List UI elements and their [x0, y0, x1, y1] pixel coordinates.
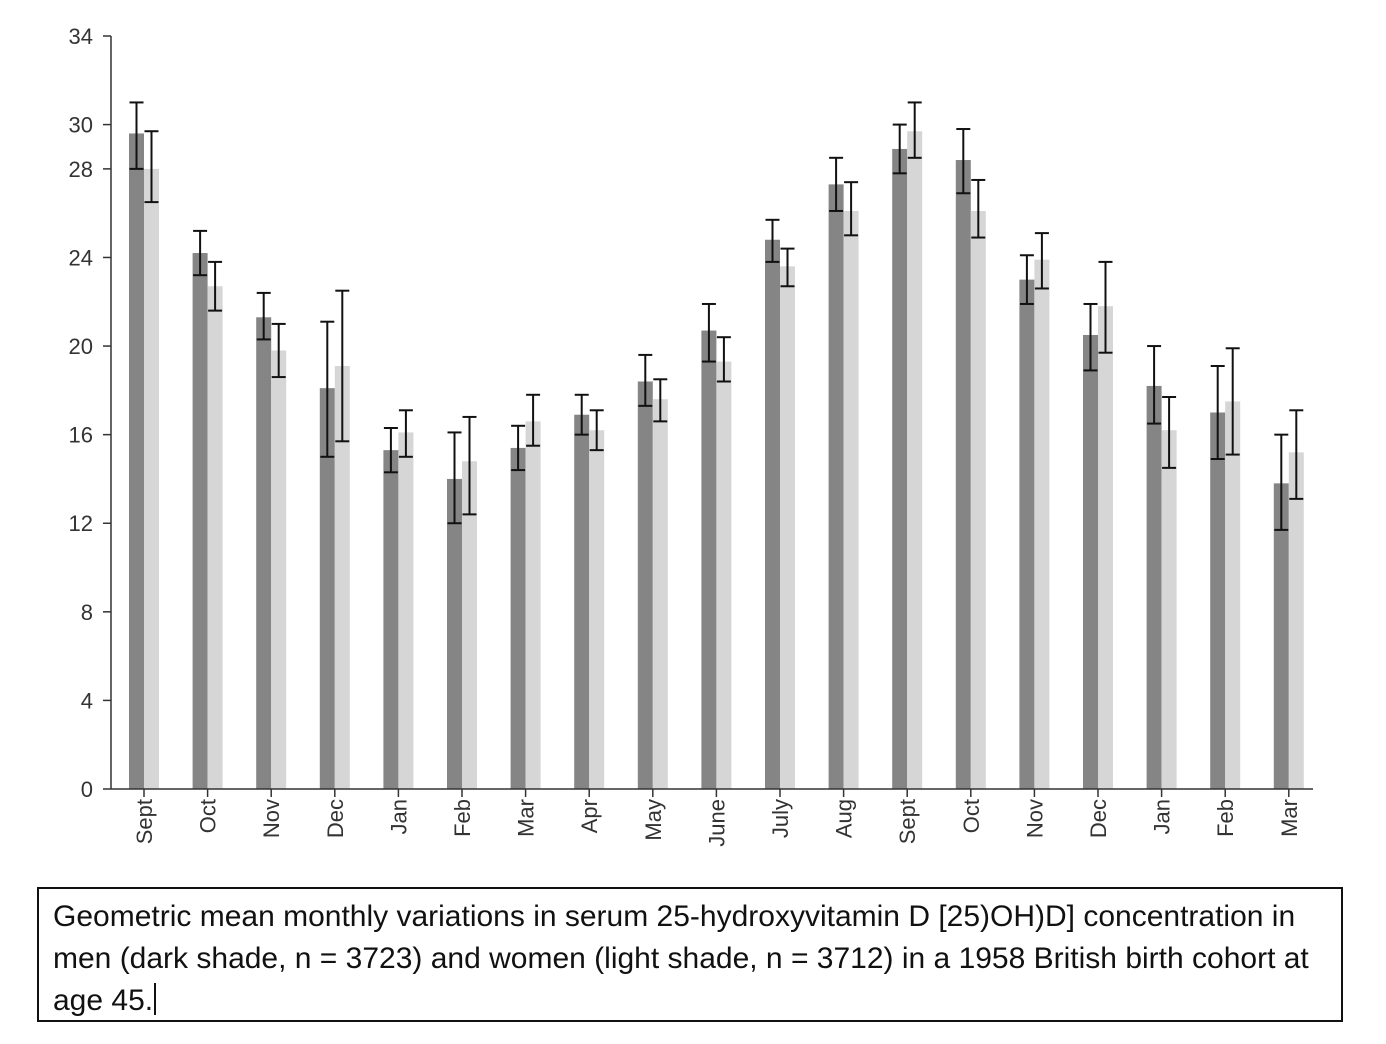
bar-series2-16 [1098, 306, 1113, 789]
x-tick-label: Aug [832, 799, 857, 838]
y-tick-label: 30 [69, 113, 93, 138]
x-tick-label: Apr [577, 799, 602, 833]
bar-series1-6 [447, 478, 462, 789]
bar-series2-4 [334, 365, 350, 789]
bar-series2-9 [652, 399, 668, 789]
y-tick-label: 16 [69, 423, 93, 448]
bar-series1-11 [765, 239, 780, 790]
bar-series1-2 [192, 253, 208, 789]
bar-series2-13 [907, 131, 923, 789]
x-tick-label: Dec [323, 799, 348, 838]
bar-series2-17 [1161, 430, 1177, 789]
x-tick-label: Nov [259, 799, 284, 838]
bar-series2-12 [843, 210, 859, 789]
y-tick-label: 12 [69, 511, 93, 536]
x-tick-label: Sept [895, 799, 920, 844]
x-tick-label: Oct [196, 799, 221, 833]
bar-series1-9 [637, 381, 653, 789]
bar-series1-3 [256, 317, 272, 789]
y-tick-label: 20 [69, 334, 93, 359]
bar-series1-1 [129, 133, 144, 790]
bar-series1-12 [828, 184, 844, 789]
bar-series2-7 [525, 421, 541, 789]
bar-series2-19 [1288, 452, 1304, 789]
bar-series2-1 [144, 168, 159, 790]
y-tick-label: 28 [69, 157, 93, 182]
bar-series2-6 [462, 461, 477, 789]
y-tick-label: 4 [81, 688, 93, 713]
bar-series1-19 [1273, 483, 1289, 789]
bar-series2-5 [398, 432, 414, 789]
bar-series1-7 [510, 447, 526, 789]
x-tick-label: July [768, 799, 793, 838]
bar-series1-15 [1019, 279, 1035, 789]
bar-series2-10 [716, 361, 732, 789]
bar-series1-8 [574, 414, 590, 789]
bar-series1-16 [1083, 334, 1098, 789]
bar-series1-10 [701, 330, 717, 789]
x-tick-label: Mar [514, 799, 539, 837]
bar-series1-4 [319, 388, 335, 789]
y-tick-label: 8 [81, 600, 93, 625]
bar-series1-18 [1210, 412, 1226, 789]
x-tick-label: Feb [1213, 799, 1238, 837]
y-tick-label: 34 [69, 24, 93, 49]
bar-series2-14 [970, 210, 986, 789]
axes [110, 36, 1313, 790]
bar-series2-3 [271, 350, 287, 789]
x-tick-label: Jan [386, 799, 411, 834]
figure-caption: Geometric mean monthly variations in ser… [37, 887, 1343, 1022]
caption-text: Geometric mean monthly variations in ser… [53, 900, 1309, 1017]
bars [129, 131, 1304, 790]
x-tick-label: Jan [1150, 799, 1175, 834]
x-axis-ticks: Sept Oct Nov Dec Jan Feb Mar Apr May June July Aug S… [132, 789, 1302, 847]
bar-series1-13 [892, 148, 908, 789]
bar-series2-18 [1225, 401, 1241, 789]
bar-series2-8 [589, 430, 605, 789]
bar-series2-15 [1034, 259, 1050, 789]
x-tick-label: June [704, 799, 729, 847]
bar-series2-11 [780, 266, 795, 789]
x-tick-label: Feb [450, 799, 475, 837]
y-tick-label: 0 [81, 777, 93, 802]
x-tick-label: Mar [1277, 799, 1302, 837]
bar-series1-14 [955, 160, 971, 789]
text-cursor [154, 983, 157, 1015]
y-axis-ticks: 0 4 8 12 16 20 24 28 30 34 [69, 24, 111, 802]
x-tick-label: Dec [1086, 799, 1111, 838]
x-tick-label: Nov [1022, 799, 1047, 838]
error-bars [129, 101, 1304, 531]
bar-series2-2 [207, 286, 223, 789]
bar-chart: 0 4 8 12 16 20 24 28 30 34 Sept Oct Nov Dec Jan Feb Mar… [69, 24, 1313, 847]
x-tick-label: Oct [959, 799, 984, 833]
x-tick-label: Sept [132, 799, 157, 844]
y-tick-label: 24 [69, 245, 93, 270]
bar-series1-5 [383, 450, 399, 789]
x-tick-label: May [641, 799, 666, 841]
bar-series1-17 [1146, 385, 1162, 789]
